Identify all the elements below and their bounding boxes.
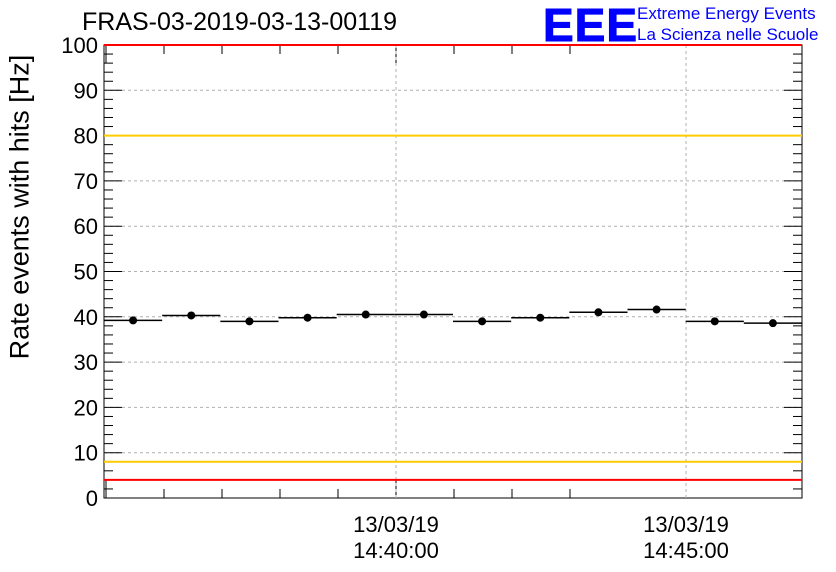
- data-point: [419, 310, 428, 319]
- y-tick-label: 60: [74, 214, 98, 239]
- data-point: [361, 310, 370, 319]
- x-tick-label-date: 13/03/19: [353, 512, 439, 537]
- y-tick-label: 20: [74, 395, 98, 420]
- logo-line-1: Extreme Energy Events: [637, 4, 816, 23]
- data-point: [478, 317, 487, 326]
- y-tick-label: 30: [74, 350, 98, 375]
- logo-line-2: La Scienza nelle Scuole: [637, 25, 819, 44]
- x-tick-label-date: 13/03/19: [643, 512, 729, 537]
- y-tick-label: 40: [74, 305, 98, 330]
- data-point: [594, 308, 603, 317]
- y-tick-label: 10: [74, 441, 98, 466]
- chart-title: FRAS-03-2019-03-13-00119: [82, 8, 398, 36]
- data-point: [129, 316, 138, 325]
- x-tick-label-time: 14:45:00: [643, 538, 729, 563]
- y-tick-label: 90: [74, 78, 98, 103]
- data-point: [245, 317, 254, 326]
- data-point: [536, 313, 545, 322]
- data-point: [652, 305, 661, 314]
- eee-logo: EEE: [542, 0, 639, 52]
- y-tick-label: 0: [86, 486, 98, 511]
- y-tick-label: 100: [61, 33, 98, 58]
- data-point: [187, 311, 196, 320]
- data-point: [768, 319, 777, 328]
- data-point: [303, 313, 312, 322]
- x-tick-label-time: 14:40:00: [353, 538, 439, 563]
- y-axis-label: Rate events with hits [Hz]: [4, 54, 35, 360]
- data-point: [710, 317, 719, 326]
- y-tick-label: 70: [74, 169, 98, 194]
- y-tick-label: 50: [74, 260, 98, 285]
- y-tick-label: 80: [74, 124, 98, 149]
